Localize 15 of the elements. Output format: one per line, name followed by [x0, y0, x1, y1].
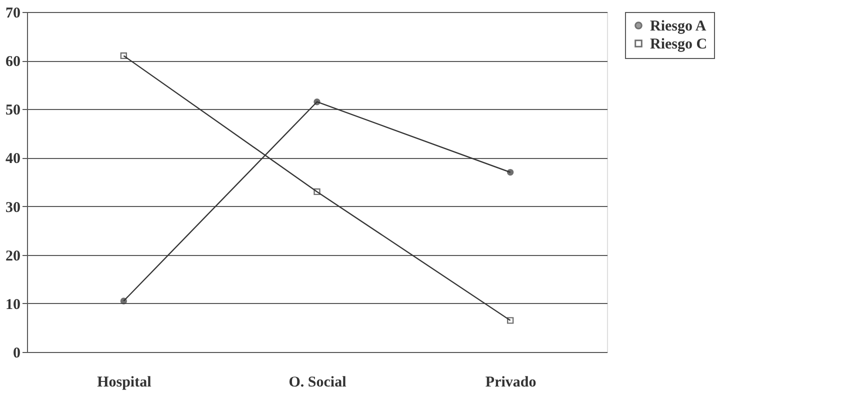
x-tick-label: Hospital: [97, 374, 152, 390]
y-tick-label: 0: [13, 346, 20, 362]
x-tick-label: O. Social: [288, 374, 346, 390]
y-tick-label: 10: [6, 296, 20, 313]
y-tick-label: 60: [6, 54, 20, 70]
point: [120, 298, 128, 304]
y-tick-label: 30: [6, 200, 20, 216]
y-tick-label: 70: [6, 6, 20, 22]
legend-label: Riesgo A: [650, 18, 706, 34]
x-tick-label: Privado: [485, 374, 536, 390]
legend-label: Riesgo C: [650, 36, 708, 52]
point: [506, 168, 514, 176]
y-tick-label: 20: [6, 248, 20, 264]
y-tick-label: 50: [6, 102, 20, 119]
y-tick-label: 40: [6, 151, 20, 168]
